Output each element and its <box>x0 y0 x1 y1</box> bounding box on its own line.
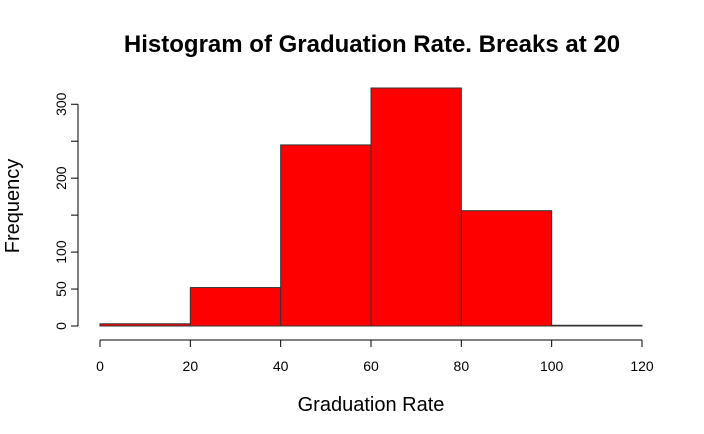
chart-title: Histogram of Graduation Rate. Breaks at … <box>124 31 620 58</box>
x-tick-label: 60 <box>363 358 379 374</box>
y-axis: 0 50 100 200 300 <box>53 92 79 330</box>
histogram-bar <box>551 324 643 327</box>
x-tick-label: 120 <box>630 358 654 374</box>
histogram-bar <box>99 323 191 327</box>
histogram-bar <box>460 210 553 327</box>
histogram-bar <box>370 87 462 327</box>
x-tick-label: 20 <box>183 358 199 374</box>
y-axis-title: Frequency <box>2 159 24 254</box>
x-tick-label: 100 <box>540 358 564 374</box>
x-tick-label: 0 <box>96 358 104 374</box>
y-tick-label: 50 <box>53 281 69 297</box>
histogram-bar <box>189 287 282 327</box>
y-tick-label: 200 <box>53 166 69 190</box>
histogram-bar <box>280 144 372 327</box>
y-tick-label: 100 <box>53 240 69 264</box>
bars-group <box>99 87 643 327</box>
x-tick-label: 80 <box>454 358 470 374</box>
y-tick-label: 300 <box>53 92 69 116</box>
x-tick-label: 40 <box>273 358 289 374</box>
x-axis-title: Graduation Rate <box>298 394 445 416</box>
y-tick-label: 0 <box>53 322 69 330</box>
x-axis: 0 20 40 60 80 100 120 <box>96 339 654 374</box>
